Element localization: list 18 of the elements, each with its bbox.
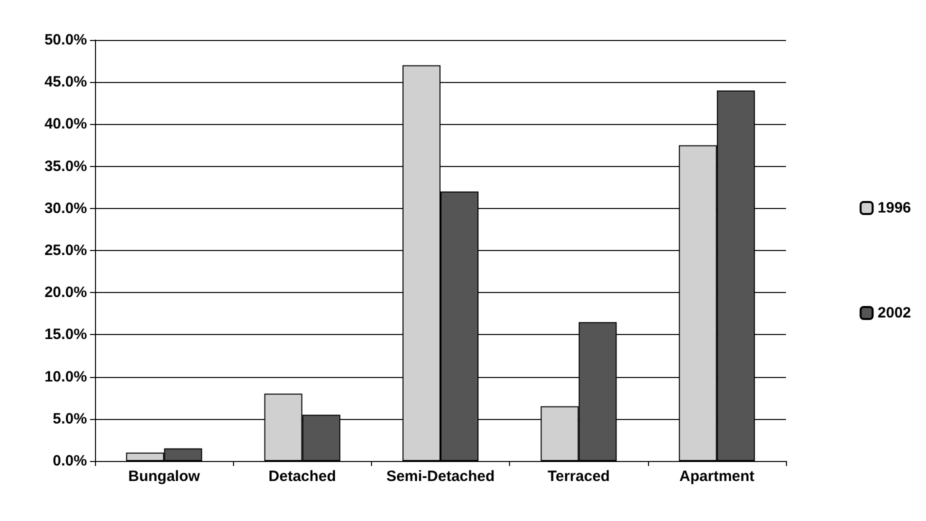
y-tick-label: 20.0%: [44, 284, 87, 302]
y-tick-label: 25.0%: [44, 242, 87, 259]
legend-label: 2002: [878, 304, 912, 322]
x-tick-label: Semi-Detached: [386, 468, 495, 485]
y-tick-label: 45.0%: [44, 74, 87, 91]
y-tick-label: 10.0%: [44, 368, 87, 386]
y-tick-label: 50.0%: [44, 32, 87, 48]
x-tick-label: Detached: [268, 468, 336, 485]
x-tick-label: Apartment: [679, 468, 754, 485]
y-tick-label: 15.0%: [44, 326, 87, 344]
y-tick-label: 5.0%: [52, 410, 87, 428]
legend-label: 1996: [878, 200, 912, 216]
y-tick-label: 40.0%: [44, 116, 87, 133]
x-tick-label: Terraced: [548, 468, 610, 485]
y-tick-label: 35.0%: [44, 158, 87, 175]
y-tick-label: 30.0%: [44, 200, 87, 217]
x-tick-label: Bungalow: [128, 468, 200, 485]
y-tick-label: 0.0%: [52, 452, 87, 470]
